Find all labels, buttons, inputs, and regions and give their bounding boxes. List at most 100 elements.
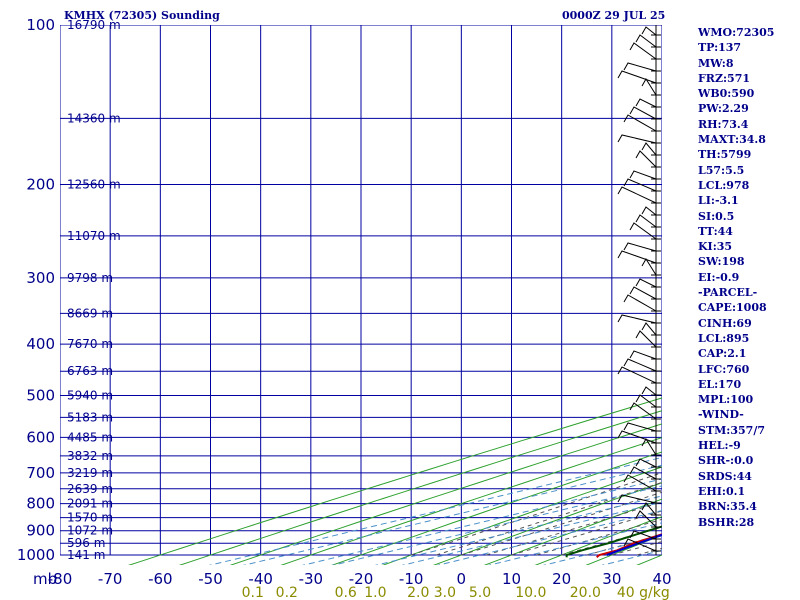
wind-barb (635, 394, 657, 408)
wind-barb (629, 106, 657, 120)
index-value: CAP:2.1 (698, 347, 747, 361)
index-value: RH:73.4 (698, 117, 749, 131)
temp-tick-label: 20 (552, 570, 571, 588)
index-value: HEL:-9 (698, 439, 741, 453)
wind-barb (641, 26, 657, 36)
mixing-ratio-line (436, 510, 662, 565)
wind-barb (617, 70, 657, 84)
mixing-ratio-line (487, 522, 662, 565)
mixing-ratio-label: 10.0 (515, 585, 546, 600)
height-label: 5940 m (67, 388, 113, 402)
mixing-ratio-label: 20.0 (570, 585, 601, 600)
height-label: 8669 m (67, 306, 113, 320)
index-value: SI:0.5 (698, 209, 735, 223)
height-label: 4485 m (67, 430, 113, 444)
moist-adiabat (461, 491, 662, 556)
moist-adiabat (536, 518, 662, 556)
height-label: 1570 m (67, 511, 113, 525)
wind-barb (629, 286, 657, 300)
wind-barb (629, 170, 657, 180)
wind-barb (617, 314, 657, 324)
index-value: LFC:760 (698, 362, 750, 376)
height-label: 2091 m (67, 497, 113, 511)
valid-time: 0000Z 29 JUL 25 (562, 9, 666, 22)
mixing-ratio-label: 1.0 (364, 585, 386, 600)
wind-barb (629, 402, 657, 420)
mixing-ratio-line (301, 478, 662, 565)
height-label: 1072 m (67, 524, 113, 538)
mixing-ratio-line (242, 464, 662, 565)
pressure-label: 1000 (17, 546, 55, 564)
wind-barbs (617, 25, 661, 555)
height-label: 3219 m (67, 466, 113, 480)
wind-barb (623, 474, 657, 492)
mixing-ratio-label: 2.0 (407, 585, 429, 600)
index-value: TH:5799 (698, 148, 752, 162)
wind-barb (641, 258, 657, 276)
pressure-label: 600 (26, 428, 55, 446)
height-label: 7670 m (67, 337, 113, 351)
index-value: BSHR:28 (698, 515, 755, 529)
wind-barb (623, 114, 657, 132)
height-label: 2639 m (67, 482, 113, 496)
wind-barb (629, 530, 657, 540)
temp-tick-label: 0 (457, 570, 467, 588)
dry-adiabat (229, 423, 662, 565)
index-value: MPL:100 (698, 393, 754, 407)
wind-barb (635, 150, 657, 168)
pressure-label: 800 (26, 495, 55, 513)
wind-barb (617, 134, 657, 144)
index-value: LCL:895 (698, 331, 750, 345)
temp-tick-label: 40 (652, 570, 671, 588)
index-value: WB0:590 (698, 87, 755, 101)
index-value: L57:5.5 (698, 163, 745, 177)
index-value: LCL:978 (698, 178, 750, 192)
wind-barb (617, 186, 657, 204)
wind-barb (635, 278, 657, 288)
wind-barb (635, 458, 657, 468)
wind-barb (641, 322, 657, 336)
dry-adiabat (483, 498, 662, 565)
wind-barb (623, 178, 657, 192)
wind-barb (635, 98, 657, 108)
dry-adiabat (787, 47, 800, 566)
temp-tick-label: -20 (349, 570, 374, 588)
temp-tick-label: -50 (198, 570, 223, 588)
index-value: WMO:72305 (698, 26, 775, 39)
plot-grid (60, 25, 800, 566)
wind-barb (629, 222, 657, 240)
wind-barb (629, 350, 657, 360)
wind-barb (623, 242, 657, 252)
mixing-ratio-line (542, 535, 662, 565)
index-value: SRDS:44 (698, 469, 752, 483)
index-value: EL:170 (698, 377, 742, 391)
dry-adiabat (280, 437, 662, 565)
temp-tick-label: 30 (602, 570, 621, 588)
index-value: LI:-3.1 (698, 194, 739, 208)
temp-tick-label: -10 (399, 570, 424, 588)
height-label: 141 m (67, 548, 105, 562)
height-label: 6763 m (67, 364, 113, 378)
pressure-label: 900 (26, 522, 55, 540)
wind-barb (617, 250, 657, 264)
temp-tick-label: -60 (148, 570, 173, 588)
wind-barb (635, 330, 657, 348)
mixing-ratio-label: 40 g/kg (617, 585, 670, 600)
dry-adiabat (331, 451, 662, 565)
mixing-ratio-label: 5.0 (469, 585, 491, 600)
mixing-ratio-line (208, 456, 662, 565)
height-label: 16790 m (67, 18, 121, 32)
mixing-ratio-line (401, 501, 662, 565)
index-value: -PARCEL- (698, 286, 758, 300)
indices-panel: WMO:72305 TP:137 MW:8 FRZ:571 WB0:590 PW:2.29… (698, 25, 774, 530)
index-value: FRZ:571 (698, 71, 751, 85)
wind-barb (635, 34, 657, 48)
pressure-label: 200 (26, 176, 55, 194)
pressure-unit-label: mb (33, 570, 57, 588)
mixing-ratio-label: 3.0 (434, 585, 456, 600)
wind-barb (623, 422, 657, 432)
wind-barb (641, 386, 657, 396)
height-label: 14360 m (67, 111, 121, 125)
index-value: KI:35 (698, 240, 733, 254)
